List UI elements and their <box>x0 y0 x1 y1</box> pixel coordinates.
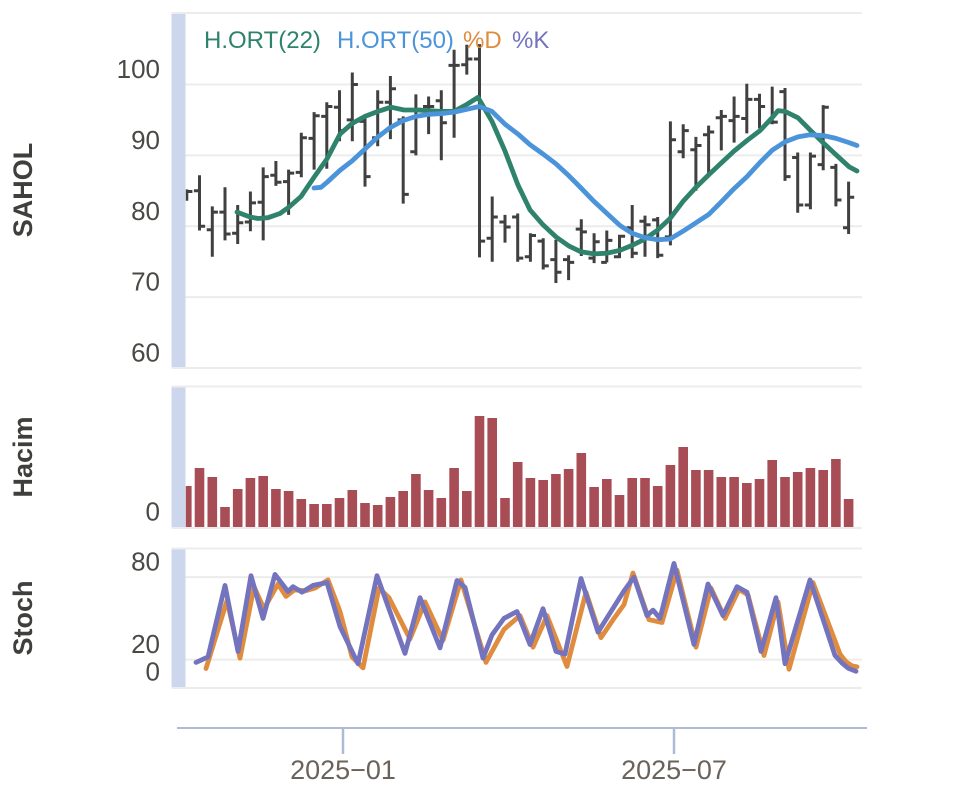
svg-text:H.ORT(22): H.ORT(22) <box>204 27 321 54</box>
svg-text:Hacim: Hacim <box>8 416 38 497</box>
svg-text:90: 90 <box>131 125 160 155</box>
svg-text:60: 60 <box>131 338 160 368</box>
svg-text:20: 20 <box>131 629 160 659</box>
svg-text:2025−07: 2025−07 <box>621 755 727 785</box>
svg-text:80: 80 <box>131 196 160 226</box>
svg-text:%K: %K <box>512 27 549 54</box>
svg-text:0: 0 <box>146 657 160 687</box>
svg-text:Stoch: Stoch <box>8 580 38 655</box>
svg-text:2025−01: 2025−01 <box>290 755 396 785</box>
svg-text:H.ORT(50): H.ORT(50) <box>337 27 454 54</box>
svg-text:%D: %D <box>463 27 502 54</box>
svg-text:80: 80 <box>131 547 160 577</box>
svg-text:70: 70 <box>131 267 160 297</box>
svg-text:100: 100 <box>117 54 160 84</box>
svg-text:0: 0 <box>146 497 160 527</box>
svg-text:SAHOL: SAHOL <box>8 143 38 238</box>
